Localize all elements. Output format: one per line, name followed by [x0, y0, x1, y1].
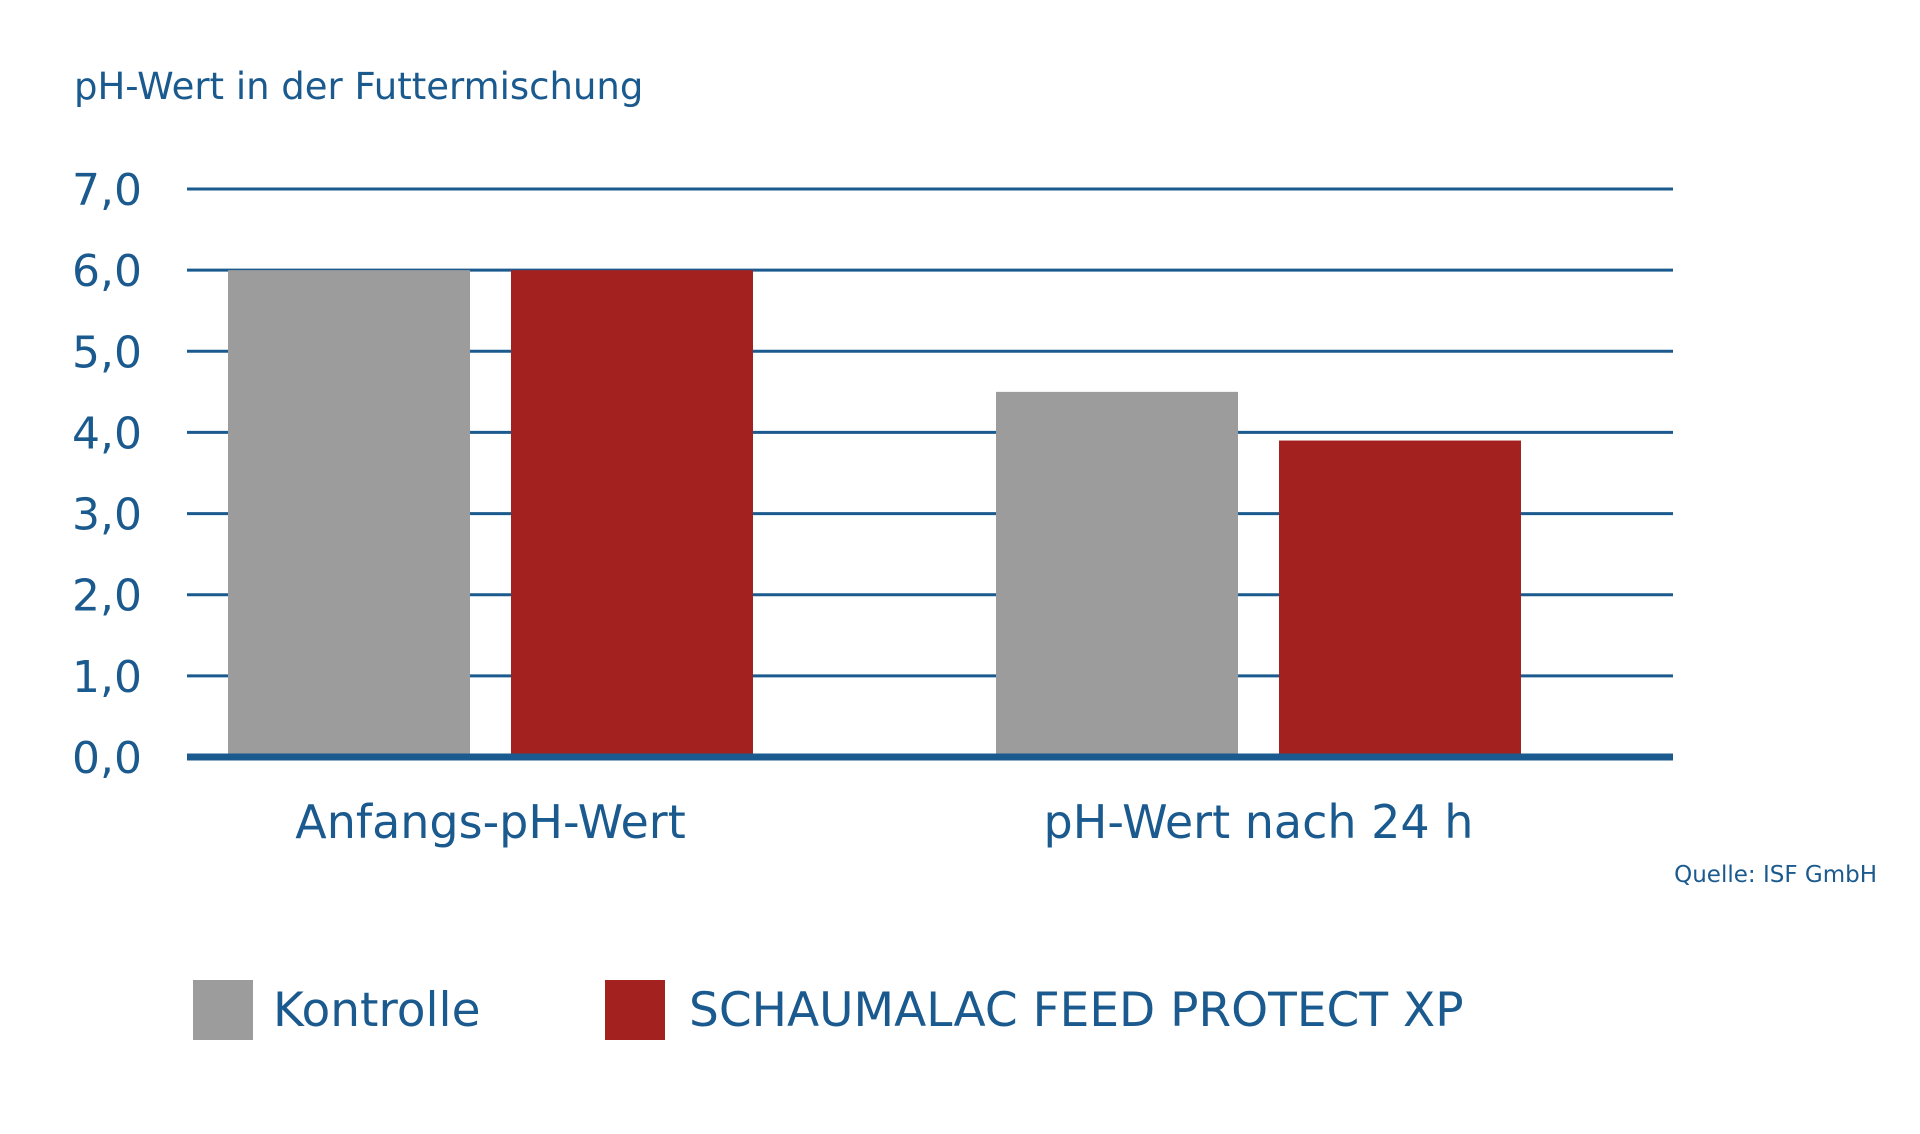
y-tick-label: 0,0	[72, 733, 142, 784]
chart-title: pH-Wert in der Futtermischung	[74, 65, 643, 108]
y-tick-label: 4,0	[72, 408, 142, 459]
y-tick-labels: 0,0 1,0 2,0 3,0 4,0 5,0 6,0 7,0	[72, 165, 142, 784]
y-tick-label: 5,0	[72, 327, 142, 378]
legend-label-schaumalac: SCHAUMALAC FEED PROTECT XP	[689, 983, 1464, 1038]
legend-swatch-kontrolle	[193, 980, 253, 1040]
y-tick-label: 6,0	[72, 246, 142, 297]
x-tick-label: Anfangs-pH-Wert	[295, 795, 685, 849]
y-tick-label: 1,0	[72, 652, 142, 703]
x-tick-labels: Anfangs-pH-Wert pH-Wert nach 24 h	[295, 795, 1473, 849]
bar-schaumalac-0	[511, 270, 753, 754]
bar-schaumalac-1	[1279, 440, 1521, 754]
legend: Kontrolle SCHAUMALAC FEED PROTECT XP	[193, 980, 1464, 1040]
legend-label-kontrolle: Kontrolle	[273, 983, 481, 1038]
y-tick-label: 2,0	[72, 571, 142, 622]
bar-kontrolle-0	[228, 270, 470, 754]
bar-kontrolle-1	[996, 391, 1238, 754]
y-tick-label: 7,0	[72, 165, 142, 216]
x-tick-label: pH-Wert nach 24 h	[1044, 795, 1474, 849]
legend-swatch-schaumalac	[605, 980, 665, 1040]
source-note: Quelle: ISF GmbH	[1674, 862, 1877, 888]
y-tick-label: 3,0	[72, 490, 142, 541]
bars	[228, 270, 1521, 754]
